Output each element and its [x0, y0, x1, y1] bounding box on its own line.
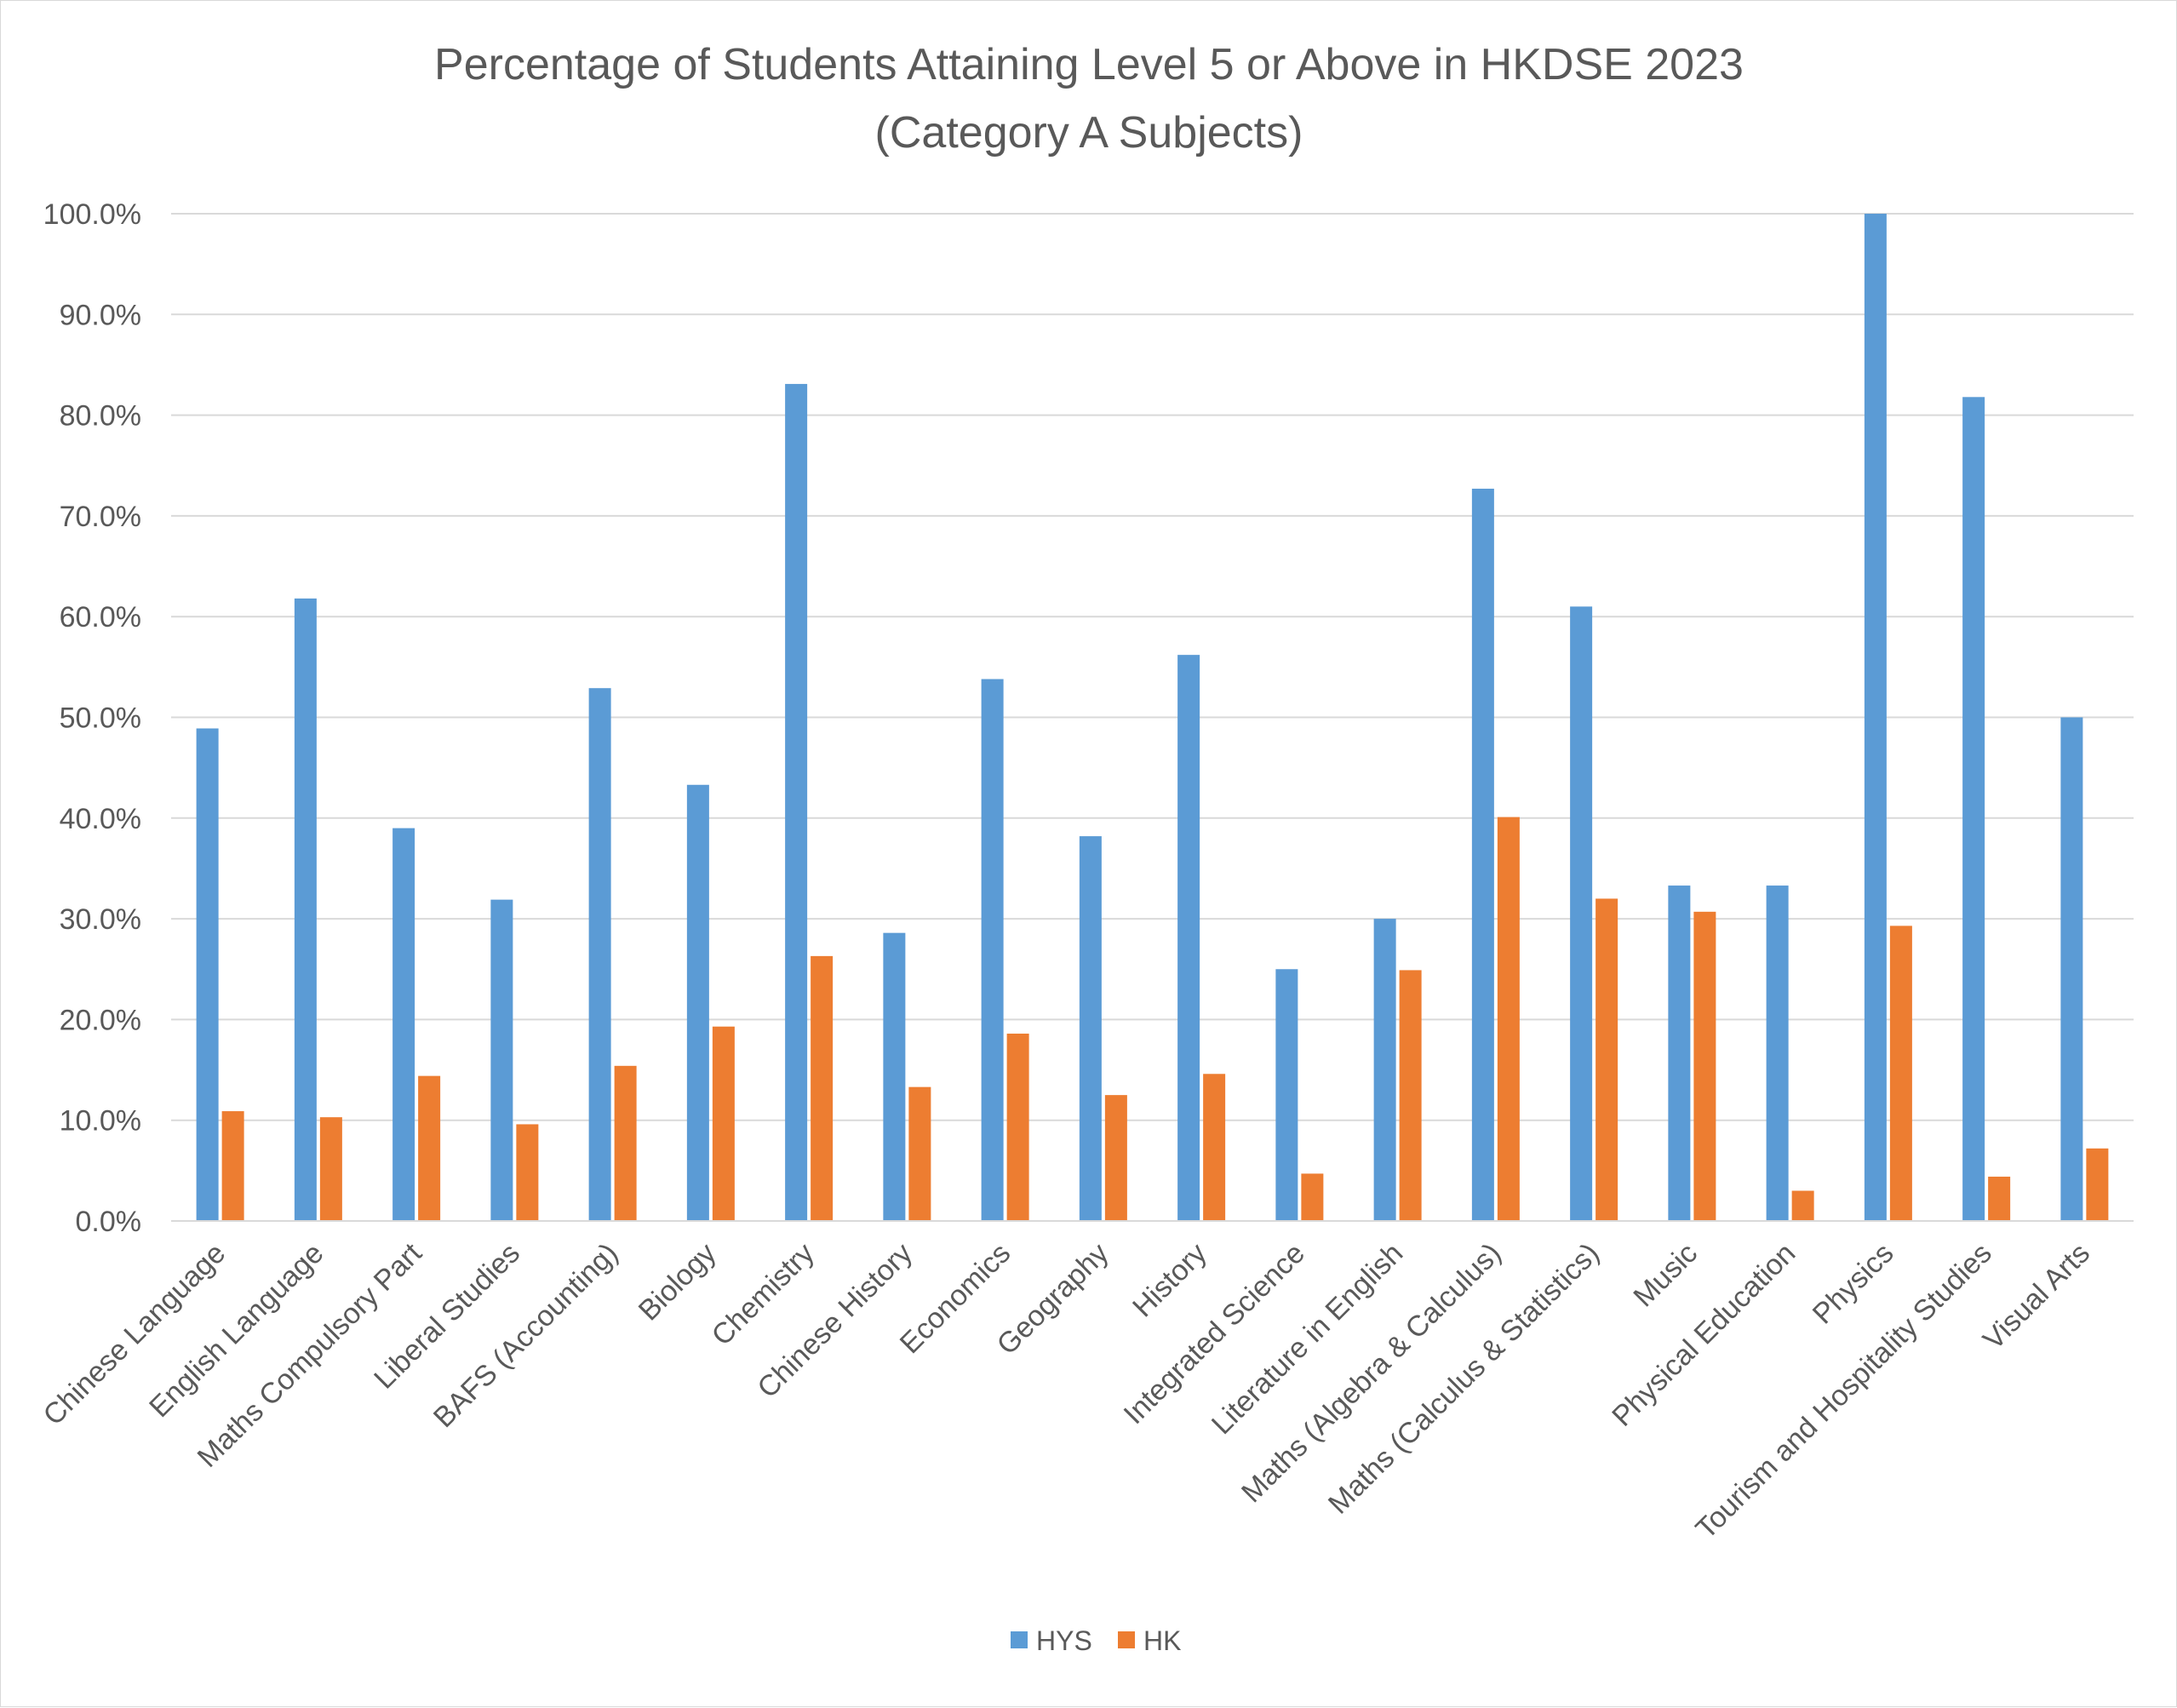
bar-hys-13	[1471, 488, 1494, 1221]
bar-hk-17	[1889, 926, 1912, 1221]
bar-hys-5	[686, 784, 709, 1221]
y-tick-label: 0.0%	[76, 1206, 142, 1238]
bar-hk-11	[1301, 1173, 1324, 1221]
bar-hys-7	[883, 932, 906, 1221]
x-category-label: English Language	[143, 1237, 329, 1424]
bar-hk-2	[418, 1075, 441, 1221]
bar-hk-7	[908, 1086, 931, 1221]
x-category-label: Music	[1627, 1237, 1704, 1314]
bar-hk-6	[811, 955, 834, 1221]
bar-hk-15	[1693, 911, 1716, 1221]
bar-hk-12	[1399, 970, 1422, 1221]
y-tick-label: 60.0%	[60, 601, 141, 633]
y-tick-label: 80.0%	[60, 400, 141, 433]
chart-title-line-2: (Category A Subjects)	[875, 108, 1303, 158]
x-category-label: Physical Education	[1606, 1237, 1802, 1433]
x-category-label: Literature in English	[1206, 1237, 1409, 1441]
legend: HYS HK	[1011, 1625, 1181, 1656]
bar-hys-12	[1373, 919, 1396, 1221]
legend-swatch-hk	[1118, 1631, 1135, 1648]
y-tick-label: 50.0%	[60, 702, 141, 735]
bar-hys-10	[1177, 655, 1200, 1221]
bar-hys-4	[588, 688, 611, 1221]
y-tick-label: 10.0%	[60, 1105, 141, 1138]
bar-hk-13	[1497, 817, 1520, 1221]
bar-hys-17	[1864, 214, 1887, 1221]
bar-hys-16	[1766, 886, 1789, 1221]
bar-hk-5	[712, 1026, 735, 1221]
y-tick-label: 20.0%	[60, 1004, 141, 1036]
y-tick-label: 90.0%	[60, 299, 141, 331]
bar-hys-18	[1962, 397, 1985, 1221]
legend-label-hk: HK	[1143, 1625, 1181, 1656]
bar-hys-6	[785, 383, 808, 1221]
bar-hk-4	[614, 1065, 637, 1221]
bar-hk-9	[1104, 1095, 1127, 1221]
legend-label-hys: HYS	[1036, 1625, 1092, 1656]
y-tick-label: 30.0%	[60, 903, 141, 936]
bar-hk-0	[221, 1111, 244, 1221]
bar-hys-11	[1275, 969, 1298, 1221]
x-category-label: Chinese Language	[37, 1237, 232, 1432]
x-category-label: Physics	[1807, 1237, 1900, 1331]
bar-hk-19	[2086, 1148, 2109, 1221]
x-category-label: Biology	[633, 1237, 723, 1327]
bar-hys-8	[981, 679, 1004, 1221]
bar-hk-1	[319, 1117, 342, 1221]
bar-hk-10	[1203, 1074, 1226, 1221]
y-tick-label: 100.0%	[43, 198, 141, 231]
bar-hys-15	[1668, 886, 1691, 1221]
chart-title: Percentage of Students Attaining Level 5…	[434, 40, 1744, 158]
y-tick-label: 70.0%	[60, 501, 141, 533]
bar-hk-18	[1988, 1176, 2011, 1221]
legend-swatch-hys	[1011, 1631, 1028, 1648]
bar-hys-1	[294, 598, 317, 1221]
gridlines	[171, 213, 2134, 1121]
x-category-label: Visual Arts	[1977, 1237, 2096, 1356]
chart-title-line-1: Percentage of Students Attaining Level 5…	[434, 40, 1744, 89]
bar-hys-9	[1079, 836, 1102, 1221]
bar-hk-14	[1596, 898, 1618, 1221]
bar-hys-0	[196, 728, 219, 1221]
bar-hys-3	[490, 899, 513, 1221]
x-category-label: History	[1126, 1237, 1213, 1324]
bars	[196, 214, 2109, 1221]
bar-hk-8	[1006, 1033, 1029, 1221]
bar-hk-16	[1791, 1190, 1814, 1221]
y-tick-label: 40.0%	[60, 803, 141, 835]
y-axis-tick-labels: 0.0% 10.0% 20.0% 30.0% 40.0% 50.0% 60.0% 70.0% 8…	[43, 198, 141, 1238]
x-category-label: BAFS (Accounting)	[427, 1237, 624, 1434]
bar-hys-19	[2060, 717, 2083, 1221]
x-category-label: Integrated Science	[1118, 1237, 1311, 1430]
bar-hk-3	[516, 1124, 539, 1221]
bar-hys-14	[1570, 606, 1593, 1221]
bar-hys-2	[392, 828, 415, 1221]
